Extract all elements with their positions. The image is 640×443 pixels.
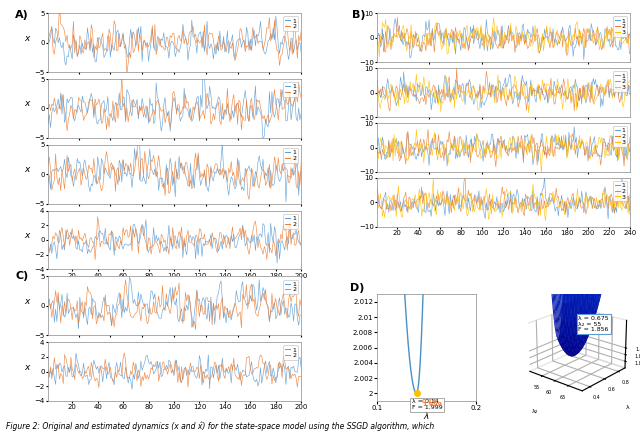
Text: 0.14: 0.14 <box>422 399 437 404</box>
Legend: 1, 2, 3: 1, 2, 3 <box>612 181 627 202</box>
Y-axis label: x: x <box>25 165 30 174</box>
Legend: 1, 2, 3: 1, 2, 3 <box>612 126 627 147</box>
Legend: 1, 2: 1, 2 <box>284 280 298 294</box>
Legend: 1, 2: 1, 2 <box>284 214 298 229</box>
Legend: 1, 2, 3: 1, 2, 3 <box>612 71 627 92</box>
X-axis label: λ: λ <box>424 412 429 421</box>
Y-axis label: x: x <box>25 34 30 43</box>
Legend: 1, 2, 3: 1, 2, 3 <box>612 16 627 37</box>
Y-axis label: x: x <box>25 99 30 109</box>
Text: 1.999: 1.999 <box>422 402 442 408</box>
Text: D): D) <box>349 284 364 293</box>
Y-axis label: x: x <box>25 231 30 240</box>
Legend: 1, 2: 1, 2 <box>284 16 298 31</box>
Y-axis label: x: x <box>25 297 30 306</box>
Legend: 1, 2: 1, 2 <box>284 82 298 97</box>
Text: B): B) <box>352 10 365 20</box>
Y-axis label: x: x <box>25 362 30 372</box>
Text: Figure 2: Original and estimated dynamics (x and x̂) for the state-space model u: Figure 2: Original and estimated dynamic… <box>6 422 435 431</box>
Legend: 1, 2: 1, 2 <box>284 148 298 163</box>
Legend: 1, 2: 1, 2 <box>284 345 298 360</box>
Text: λ = 0.675
λ₂ = 55
F = 1.856: λ = 0.675 λ₂ = 55 F = 1.856 <box>579 316 609 332</box>
Text: A): A) <box>15 10 29 20</box>
Text: λ = 0.14
F = 1.999: λ = 0.14 F = 1.999 <box>412 400 442 410</box>
X-axis label: λ₂: λ₂ <box>532 409 538 414</box>
Y-axis label: λ: λ <box>627 405 630 410</box>
Text: C): C) <box>15 271 28 280</box>
